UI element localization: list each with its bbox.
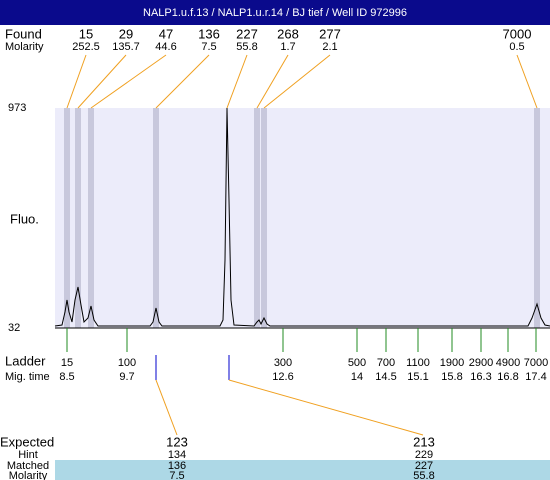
connector bbox=[516, 54, 538, 109]
y-max: 973 bbox=[8, 102, 26, 114]
connector bbox=[256, 54, 289, 109]
peak-band bbox=[75, 108, 81, 328]
found-molarity: 1.7 bbox=[280, 41, 295, 53]
trace bbox=[54, 107, 550, 327]
ladder-mig: 15.8 bbox=[441, 371, 462, 383]
found-molarity: 135.7 bbox=[112, 41, 140, 53]
molarity-label: Molarity bbox=[5, 41, 44, 53]
molarity-label: Molarity bbox=[9, 470, 48, 480]
ladder-mig: 9.7 bbox=[119, 371, 134, 383]
found-molarity: 7.5 bbox=[201, 41, 216, 53]
peak-band bbox=[261, 108, 267, 328]
found-label: Found bbox=[5, 26, 42, 41]
connector bbox=[155, 379, 178, 436]
expected-size: 123 bbox=[166, 434, 188, 449]
ladder-mig: 14 bbox=[351, 371, 363, 383]
found-size: 277 bbox=[319, 26, 341, 41]
peak-band bbox=[534, 108, 540, 328]
mig-label: Mig. time bbox=[5, 371, 50, 383]
ladder-label: Ladder bbox=[5, 353, 46, 368]
ladder-mig: 17.4 bbox=[525, 371, 546, 383]
hint-label: Hint bbox=[18, 449, 38, 461]
ladder-mig: 8.5 bbox=[59, 371, 74, 383]
connector bbox=[263, 54, 331, 109]
ladder-size: 2900 bbox=[469, 357, 493, 369]
found-size: 29 bbox=[119, 26, 133, 41]
hint: 134 bbox=[168, 449, 186, 461]
connector bbox=[77, 54, 127, 109]
found-molarity: 44.6 bbox=[155, 41, 176, 53]
found-molarity: 2.1 bbox=[322, 41, 337, 53]
connector bbox=[66, 54, 87, 109]
ladder-size: 7000 bbox=[524, 357, 548, 369]
connector bbox=[155, 54, 210, 109]
expected-size: 213 bbox=[413, 434, 435, 449]
found-molarity: 252.5 bbox=[72, 41, 100, 53]
ladder-size: 4900 bbox=[496, 357, 520, 369]
title-bar bbox=[0, 0, 550, 25]
molarity: 55.8 bbox=[413, 470, 434, 480]
plot-area bbox=[55, 108, 550, 328]
hint: 229 bbox=[415, 449, 433, 461]
peak-band bbox=[254, 108, 260, 328]
ladder-mig: 14.5 bbox=[375, 371, 396, 383]
y-min: 32 bbox=[8, 322, 20, 334]
ladder-size: 1100 bbox=[406, 357, 430, 369]
ladder-size: 300 bbox=[274, 357, 292, 369]
found-size: 7000 bbox=[503, 26, 532, 41]
ladder-mig: 16.8 bbox=[497, 371, 518, 383]
matched: 136 bbox=[168, 460, 186, 472]
found-molarity: 0.5 bbox=[509, 41, 524, 53]
title: NALP1.u.f.13 / NALP1.u.r.14 / BJ tief / … bbox=[143, 7, 407, 19]
ladder-mig: 16.3 bbox=[470, 371, 491, 383]
ladder-mig: 15.1 bbox=[407, 371, 428, 383]
ladder-size: 15 bbox=[61, 357, 73, 369]
found-size: 47 bbox=[159, 26, 173, 41]
peak-band bbox=[88, 108, 94, 328]
y-label: Fluo. bbox=[10, 211, 39, 226]
expected-label: Expected bbox=[0, 434, 54, 449]
matched-band bbox=[55, 460, 550, 480]
peak-band bbox=[64, 108, 70, 328]
found-size: 268 bbox=[277, 26, 299, 41]
found-size: 136 bbox=[198, 26, 220, 41]
connector bbox=[226, 54, 248, 109]
found-molarity: 55.8 bbox=[236, 41, 257, 53]
molarity: 7.5 bbox=[169, 470, 184, 480]
ladder-size: 1900 bbox=[440, 357, 464, 369]
ladder-size: 100 bbox=[118, 357, 136, 369]
ladder-size: 700 bbox=[377, 357, 395, 369]
found-size: 15 bbox=[79, 26, 93, 41]
matched: 227 bbox=[415, 460, 433, 472]
ladder-mig: 12.6 bbox=[272, 371, 293, 383]
peak-band bbox=[153, 108, 159, 328]
found-size: 227 bbox=[236, 26, 258, 41]
connector bbox=[90, 54, 167, 109]
matched-label: Matched bbox=[7, 460, 49, 472]
ladder-size: 500 bbox=[348, 357, 366, 369]
connector bbox=[228, 379, 424, 436]
